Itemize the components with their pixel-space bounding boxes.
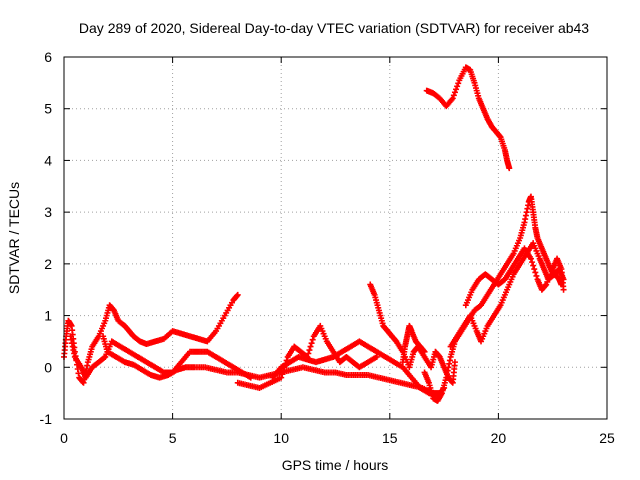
y-tick-label: -1 xyxy=(40,411,53,427)
x-tick-label: 10 xyxy=(273,430,289,446)
data-point xyxy=(305,350,312,357)
data-point xyxy=(306,347,313,354)
x-tick-label: 20 xyxy=(491,430,507,446)
data-point xyxy=(533,272,540,279)
data-point xyxy=(449,95,456,102)
data-point xyxy=(531,266,538,273)
chart-title: Day 289 of 2020, Sidereal Day-to-day VTE… xyxy=(79,20,589,36)
y-tick-label: 0 xyxy=(44,359,52,375)
data-point xyxy=(530,262,537,269)
series-track-6 xyxy=(367,281,458,386)
ticks xyxy=(63,56,608,420)
data-point xyxy=(532,269,539,276)
x-tick-label: 15 xyxy=(382,430,398,446)
data-point xyxy=(506,165,513,172)
y-tick-label: 1 xyxy=(44,308,52,324)
data-point xyxy=(234,291,241,298)
series-track-11 xyxy=(423,64,513,172)
y-tick-label: 4 xyxy=(44,152,52,168)
x-axis-label: GPS time / hours xyxy=(282,457,389,473)
series-track-7 xyxy=(399,322,428,366)
data-point xyxy=(453,86,460,93)
data-point xyxy=(455,80,462,87)
series-track-8 xyxy=(421,193,565,404)
data-point xyxy=(421,348,428,355)
data-point xyxy=(527,255,534,262)
data-point xyxy=(278,374,285,381)
x-tick-label: 5 xyxy=(169,430,177,446)
data-point xyxy=(309,336,316,343)
series-track-3 xyxy=(100,333,443,397)
data-point xyxy=(450,92,457,99)
data-point xyxy=(451,359,458,366)
tick-labels: 0 5 10 15 20 25 -1 0 1 2 3 4 5 6 xyxy=(40,49,615,446)
grid xyxy=(64,57,607,419)
y-tick-label: 5 xyxy=(44,101,52,117)
data-point xyxy=(454,83,461,90)
data-point xyxy=(529,259,536,266)
data-marks xyxy=(61,64,567,404)
y-axis-label: SDTVAR / TECUs xyxy=(6,182,22,294)
y-tick-label: 3 xyxy=(44,204,52,220)
series-track-1 xyxy=(61,291,241,386)
data-point xyxy=(308,340,315,347)
data-point xyxy=(279,371,286,378)
series-track-10 xyxy=(462,245,567,309)
data-point xyxy=(373,353,380,360)
y-tick-label: 2 xyxy=(44,256,52,272)
y-tick-label: 6 xyxy=(44,49,52,65)
data-point xyxy=(101,354,108,361)
data-point xyxy=(451,89,458,96)
plot-frame xyxy=(63,56,608,420)
data-point xyxy=(560,286,567,293)
x-tick-label: 25 xyxy=(599,430,615,446)
x-tick-label: 0 xyxy=(60,430,68,446)
series-track-9 xyxy=(447,240,567,350)
data-point xyxy=(307,343,314,350)
